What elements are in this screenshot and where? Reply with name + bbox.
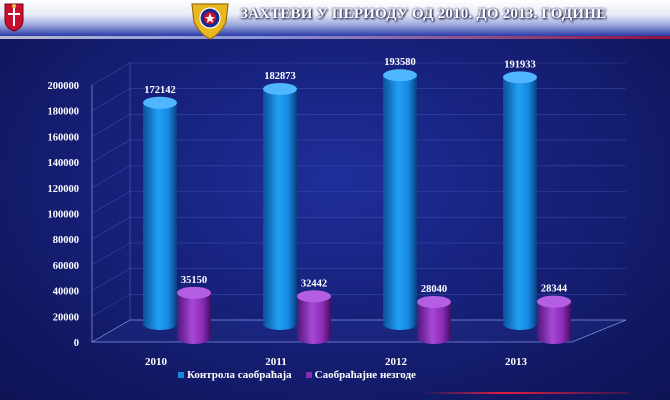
data-label: 191933: [504, 59, 536, 70]
page-title: ЗАХТЕВИ У ПЕРИОДУ ОД 2010. ДО 2013. ГОДИ…: [240, 6, 607, 22]
bar-top: [537, 295, 571, 308]
bar-top: [143, 96, 177, 109]
bar-body: [417, 301, 451, 344]
bar-body: [263, 89, 297, 330]
y-tick-label: 40000: [53, 287, 79, 298]
data-label: 35150: [181, 275, 207, 286]
bar-traffic-accidents-2012: [417, 295, 451, 344]
footer-accent-line: [420, 392, 630, 394]
legend-swatch-purple: [305, 372, 312, 378]
wall-line-120000: [91, 165, 131, 189]
legend-label-traffic-accidents: Саобраћајне незгоде: [314, 369, 416, 381]
data-label: 182873: [264, 71, 296, 82]
bar-traffic-control-2011: [263, 83, 297, 330]
wall-line-20000: [91, 294, 131, 317]
wall-line-200000: [91, 62, 131, 86]
bar-traffic-control-2010: [143, 96, 177, 330]
bar-traffic-accidents-2011: [297, 290, 331, 344]
bar-traffic-accidents-2010: [177, 286, 211, 344]
wall-line-160000: [91, 114, 131, 137]
legend-item-traffic-accidents: Саобраћајне незгоде: [305, 369, 416, 381]
wall-line-40000: [91, 268, 131, 291]
y-tick-label: 200000: [48, 81, 80, 92]
bar-traffic-accidents-2013: [537, 295, 571, 344]
x-tick-label: 2012: [385, 356, 408, 368]
data-label: 32442: [301, 278, 327, 289]
data-label: 193580: [384, 57, 416, 68]
bar-top: [263, 83, 297, 96]
legend-label-traffic-control: Контрола саобраћаја: [187, 369, 292, 381]
legend-swatch-blue: [178, 372, 184, 378]
y-tick-label: 0: [74, 338, 79, 349]
y-tick-label: 180000: [48, 107, 80, 118]
bar-top: [503, 71, 537, 84]
bar-body: [177, 292, 211, 344]
wall-line-60000: [91, 242, 131, 266]
chart-legend: Контрола саобраћаја Саобраћајне незгоде: [178, 367, 416, 383]
wall-line-80000: [91, 216, 131, 240]
y-tick-label: 140000: [48, 158, 80, 169]
y-tick-label: 60000: [53, 261, 79, 272]
bar-traffic-control-2012: [383, 69, 417, 331]
data-label: 28040: [421, 284, 447, 295]
x-tick-label: 2013: [505, 356, 528, 368]
police-badge-icon: [191, 3, 229, 40]
header-stripe: [0, 36, 670, 39]
y-tick-label: 100000: [48, 210, 80, 221]
legend-item-traffic-control: Контрола саобраћаја: [178, 369, 292, 381]
wall-line-180000: [91, 88, 131, 111]
y-tick-label: 20000: [53, 312, 79, 323]
serbia-coat-of-arms-icon: [4, 3, 24, 32]
bar-top: [297, 290, 331, 303]
bar-top: [383, 69, 417, 82]
x-tick-label: 2011: [265, 356, 286, 368]
bar-body: [297, 296, 331, 344]
wall-line-100000: [91, 191, 131, 214]
header-band: [0, 0, 670, 36]
data-label: 28344: [541, 284, 568, 295]
bar-body: [503, 77, 537, 331]
chart-floor: [90, 319, 627, 343]
y-tick-label: 120000: [48, 184, 80, 195]
y-tick-label: 160000: [48, 132, 80, 143]
bar-top: [417, 295, 451, 308]
data-label: 172142: [144, 85, 176, 96]
x-tick-label: 2010: [145, 356, 168, 368]
wall-line-140000: [91, 139, 131, 163]
bar-body: [383, 75, 417, 331]
bar-top: [177, 286, 211, 299]
y-tick-label: 80000: [53, 235, 79, 246]
bar-body: [537, 301, 571, 344]
bar-body: [143, 102, 177, 330]
bar-traffic-control-2013: [503, 71, 537, 331]
